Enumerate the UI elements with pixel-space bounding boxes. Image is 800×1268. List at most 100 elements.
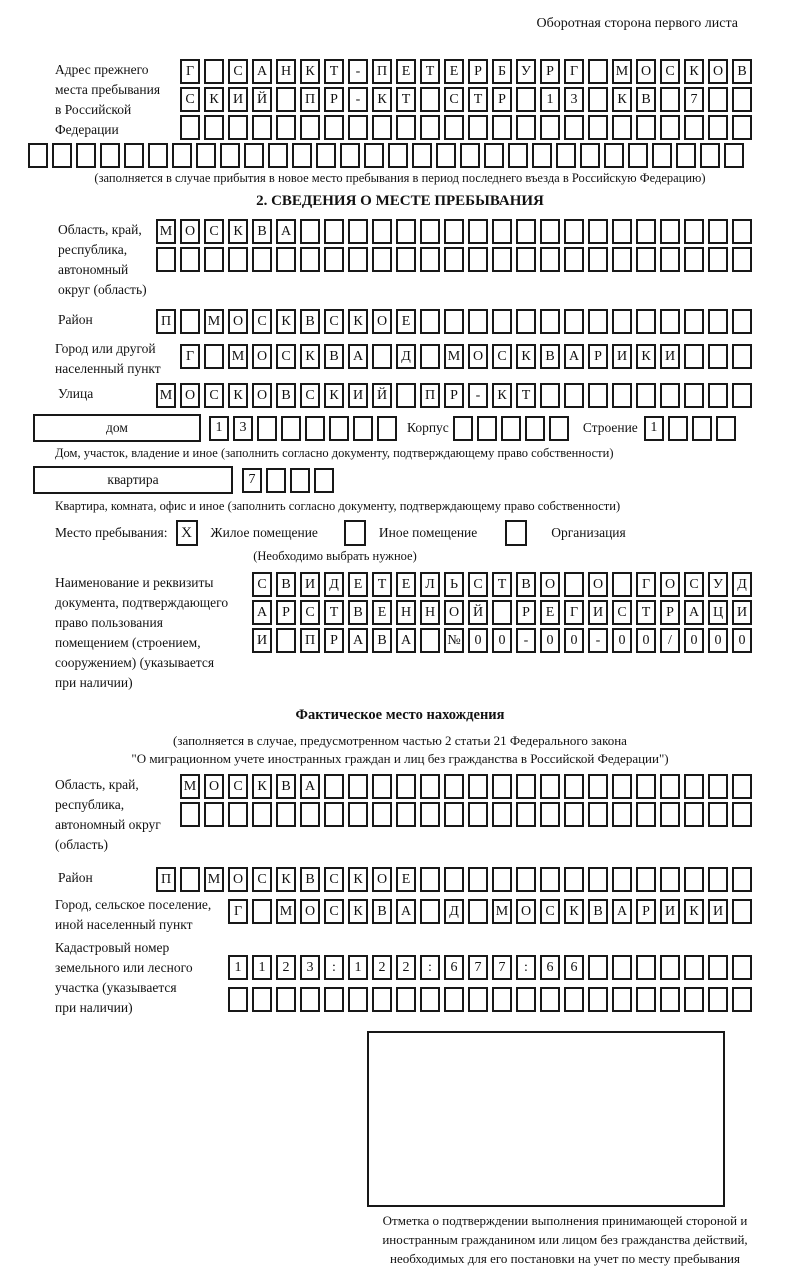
char-cell[interactable] — [636, 802, 656, 827]
char-cell[interactable] — [348, 802, 368, 827]
char-cell[interactable]: О — [588, 572, 608, 597]
char-cell[interactable] — [588, 987, 608, 1012]
char-cell[interactable] — [353, 415, 373, 441]
char-cell[interactable]: С — [252, 572, 272, 597]
char-cell[interactable]: Н — [420, 600, 440, 625]
char-cell[interactable]: В — [324, 344, 344, 369]
char-cell[interactable]: М — [156, 219, 176, 244]
char-cell[interactable] — [444, 219, 464, 244]
char-cell[interactable]: А — [252, 600, 272, 625]
char-cell[interactable]: И — [300, 572, 320, 597]
char-cell[interactable] — [684, 802, 704, 827]
char-cell[interactable]: О — [300, 899, 320, 924]
char-cell[interactable] — [556, 143, 576, 168]
char-cell[interactable] — [636, 955, 656, 980]
char-cell[interactable] — [564, 572, 584, 597]
char-cell[interactable] — [588, 59, 608, 84]
char-cell[interactable] — [329, 415, 349, 441]
char-cell[interactable]: 0 — [564, 628, 584, 653]
char-cell[interactable] — [580, 143, 600, 168]
char-cell[interactable] — [396, 219, 416, 244]
char-cell[interactable]: И — [708, 899, 728, 924]
char-cell[interactable]: 3 — [300, 955, 320, 980]
char-cell[interactable] — [148, 143, 168, 168]
char-cell[interactable]: Ь — [444, 572, 464, 597]
char-cell[interactable] — [444, 774, 464, 799]
char-cell[interactable]: 6 — [444, 955, 464, 980]
char-cell[interactable] — [516, 309, 536, 334]
char-cell[interactable]: А — [612, 899, 632, 924]
char-cell[interactable]: 2 — [396, 955, 416, 980]
char-cell[interactable] — [652, 143, 672, 168]
char-cell[interactable]: С — [252, 309, 272, 334]
char-cell[interactable] — [684, 247, 704, 272]
char-cell[interactable]: В — [252, 219, 272, 244]
char-cell[interactable] — [324, 219, 344, 244]
char-cell[interactable]: Г — [564, 600, 584, 625]
char-cell[interactable] — [612, 309, 632, 334]
char-cell[interactable] — [708, 344, 728, 369]
char-cell[interactable] — [492, 987, 512, 1012]
char-cell[interactable]: С — [204, 219, 224, 244]
char-cell[interactable] — [372, 802, 392, 827]
char-cell[interactable] — [508, 143, 528, 168]
char-cell[interactable]: С — [492, 344, 512, 369]
char-cell[interactable] — [396, 987, 416, 1012]
char-cell[interactable] — [708, 987, 728, 1012]
char-cell[interactable] — [420, 899, 440, 924]
char-cell[interactable]: С — [276, 344, 296, 369]
char-cell[interactable] — [300, 247, 320, 272]
char-cell[interactable] — [732, 774, 752, 799]
char-cell[interactable] — [252, 802, 272, 827]
char-cell[interactable]: М — [180, 774, 200, 799]
char-cell[interactable] — [444, 987, 464, 1012]
char-cell[interactable]: Й — [252, 87, 272, 112]
char-cell[interactable]: В — [276, 774, 296, 799]
char-cell[interactable] — [636, 987, 656, 1012]
char-cell[interactable] — [708, 867, 728, 892]
char-cell[interactable]: К — [372, 87, 392, 112]
char-cell[interactable] — [612, 987, 632, 1012]
char-cell[interactable] — [276, 87, 296, 112]
cadastre-row-2[interactable] — [228, 987, 752, 1012]
char-cell[interactable] — [257, 415, 277, 441]
char-cell[interactable] — [484, 143, 504, 168]
char-cell[interactable] — [660, 115, 680, 140]
char-cell[interactable] — [420, 867, 440, 892]
char-cell[interactable] — [452, 415, 473, 441]
char-cell[interactable]: - — [468, 383, 488, 408]
char-cell[interactable] — [468, 987, 488, 1012]
char-cell[interactable] — [300, 802, 320, 827]
char-cell[interactable] — [492, 309, 512, 334]
char-cell[interactable]: П — [372, 59, 392, 84]
char-cell[interactable]: С — [540, 899, 560, 924]
char-cell[interactable] — [492, 247, 512, 272]
char-cell[interactable] — [348, 247, 368, 272]
char-cell[interactable]: О — [180, 219, 200, 244]
char-cell[interactable] — [348, 987, 368, 1012]
char-cell[interactable]: - — [348, 87, 368, 112]
char-cell[interactable] — [732, 344, 752, 369]
char-cell[interactable]: В — [372, 899, 392, 924]
korpus-row[interactable] — [452, 415, 569, 441]
char-cell[interactable] — [588, 309, 608, 334]
char-cell[interactable]: 7 — [684, 87, 704, 112]
char-cell[interactable]: 0 — [684, 628, 704, 653]
char-cell[interactable]: Е — [396, 309, 416, 334]
prev-address-row-3[interactable] — [180, 115, 752, 140]
char-cell[interactable] — [372, 219, 392, 244]
char-cell[interactable] — [468, 899, 488, 924]
char-cell[interactable] — [732, 115, 752, 140]
char-cell[interactable]: 1 — [348, 955, 368, 980]
char-cell[interactable] — [204, 247, 224, 272]
char-cell[interactable] — [588, 802, 608, 827]
char-cell[interactable]: - — [348, 59, 368, 84]
char-cell[interactable] — [316, 143, 336, 168]
char-cell[interactable] — [612, 383, 632, 408]
char-cell[interactable]: В — [540, 344, 560, 369]
